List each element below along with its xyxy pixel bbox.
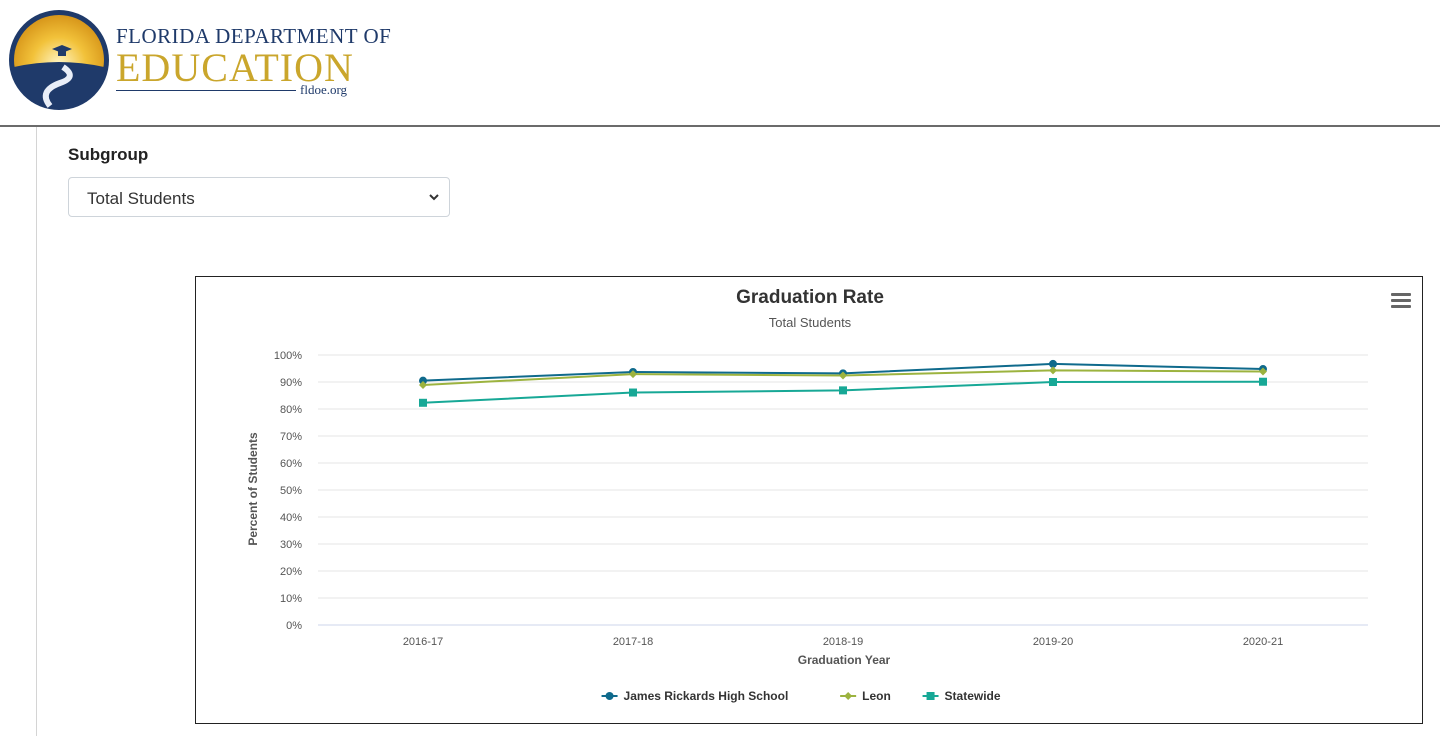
data-point xyxy=(839,386,847,395)
x-axis-title: Graduation Year xyxy=(798,653,891,667)
x-tick-label: 2018-19 xyxy=(823,636,863,648)
legend-label: Leon xyxy=(862,689,891,703)
y-axis-title: Percent of Students xyxy=(246,432,260,546)
chart-legend: James Rickards High School Leon Statewide xyxy=(601,689,1001,703)
data-point xyxy=(629,388,637,397)
x-axis-ticks: 2016-17 2017-18 2018-19 2019-20 2020-21 xyxy=(403,636,1283,648)
legend-item[interactable]: Leon xyxy=(840,689,891,703)
data-point xyxy=(1049,378,1057,386)
logo-line-education: EDUCATION xyxy=(116,45,354,90)
y-tick-label: 30% xyxy=(280,539,302,551)
y-tick-label: 50% xyxy=(280,485,302,497)
chart-menu-hamburger-icon[interactable] xyxy=(1391,293,1411,309)
y-tick-label: 20% xyxy=(280,566,302,578)
data-point xyxy=(419,376,427,385)
chart-gridlines xyxy=(318,354,1368,626)
fldoe-seal-logo[interactable] xyxy=(8,9,110,116)
y-tick-label: 80% xyxy=(280,404,302,416)
data-point xyxy=(1049,359,1057,368)
site-header: FLORIDA DEPARTMENT OF EDUCATION fldoe.or… xyxy=(0,0,1440,127)
logo-rule xyxy=(116,90,296,91)
legend-item[interactable]: Statewide xyxy=(922,689,1001,703)
legend-marker xyxy=(844,692,853,700)
data-point xyxy=(419,380,427,389)
subgroup-select-value: Total Students xyxy=(87,189,195,208)
data-point xyxy=(419,398,427,407)
series-statewide xyxy=(419,377,1267,407)
y-tick-label: 60% xyxy=(280,458,302,470)
left-border-rule xyxy=(36,127,37,736)
y-tick-label: 70% xyxy=(280,431,302,443)
chart-title: Graduation Rate xyxy=(736,287,884,308)
y-axis-ticks: 0% 10% 20% 30% 40% 50% 60% 70% 80% 90% 100% xyxy=(274,350,302,632)
data-point xyxy=(1259,377,1267,386)
y-tick-label: 10% xyxy=(280,593,302,605)
y-tick-label: 0% xyxy=(286,620,302,632)
chevron-down-icon xyxy=(427,190,441,209)
legend-marker xyxy=(605,692,614,700)
data-point xyxy=(1049,366,1057,375)
legend-item[interactable]: James Rickards High School xyxy=(601,689,789,703)
y-tick-label: 40% xyxy=(280,512,302,524)
graduation-rate-chart: Graduation Rate Total Students 0% 10% 20% 3… xyxy=(195,276,1423,724)
data-point xyxy=(629,370,637,379)
subgroup-select[interactable]: Total Students xyxy=(68,177,450,217)
y-tick-label: 100% xyxy=(274,350,302,362)
chart-canvas: Graduation Rate Total Students 0% 10% 20% 3… xyxy=(246,287,1368,703)
legend-label: James Rickards High School xyxy=(624,689,789,703)
fldoe-wordmark: FLORIDA DEPARTMENT OF EDUCATION fldoe.or… xyxy=(116,24,392,97)
x-tick-label: 2020-21 xyxy=(1243,636,1283,648)
series-leon xyxy=(419,366,1267,389)
legend-marker xyxy=(926,692,935,700)
x-tick-label: 2017-18 xyxy=(613,636,653,648)
data-point xyxy=(1259,367,1267,376)
legend-label: Statewide xyxy=(945,689,1001,703)
x-tick-label: 2019-20 xyxy=(1033,636,1073,648)
chart-subtitle: Total Students xyxy=(769,315,852,330)
data-point xyxy=(839,371,847,380)
logo-line-department: FLORIDA DEPARTMENT OF xyxy=(116,24,392,48)
y-tick-label: 90% xyxy=(280,377,302,389)
subgroup-label: Subgroup xyxy=(68,145,149,164)
chart-series xyxy=(419,359,1267,407)
x-tick-label: 2016-17 xyxy=(403,636,443,648)
logo-domain: fldoe.org xyxy=(300,82,348,97)
